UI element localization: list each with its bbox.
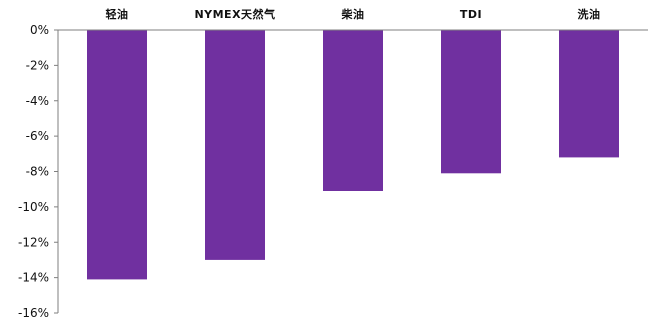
category-label-0: 轻油 bbox=[106, 7, 129, 21]
y-tick-label-8: -16% bbox=[18, 306, 49, 320]
y-tick-label-4: -8% bbox=[26, 165, 49, 179]
category-label-4: 洗油 bbox=[578, 7, 601, 21]
y-tick-label-0: 0% bbox=[30, 23, 49, 37]
y-tick-label-7: -14% bbox=[18, 271, 49, 285]
bar-2 bbox=[323, 30, 383, 191]
category-label-3: TDI bbox=[460, 8, 482, 21]
bar-3 bbox=[441, 30, 501, 174]
bar-4 bbox=[559, 30, 619, 158]
y-tick-label-1: -2% bbox=[26, 58, 49, 72]
axis-layer bbox=[54, 29, 648, 314]
y-tick-label-5: -10% bbox=[18, 200, 49, 214]
bars-layer bbox=[87, 30, 619, 280]
category-label-2: 柴油 bbox=[341, 7, 365, 21]
y-tick-label-3: -6% bbox=[26, 129, 49, 143]
bar-1 bbox=[205, 30, 265, 260]
y-tick-label-6: -12% bbox=[18, 235, 49, 249]
y-tick-label-2: -4% bbox=[26, 94, 49, 108]
labels-layer: 轻油 NYMEX天然气 柴油 TDI 洗油 0% -2% -4% -6% -8% -10% -12% -… bbox=[18, 7, 601, 320]
category-label-1: NYMEX天然气 bbox=[194, 7, 275, 21]
bar-0 bbox=[87, 30, 147, 280]
